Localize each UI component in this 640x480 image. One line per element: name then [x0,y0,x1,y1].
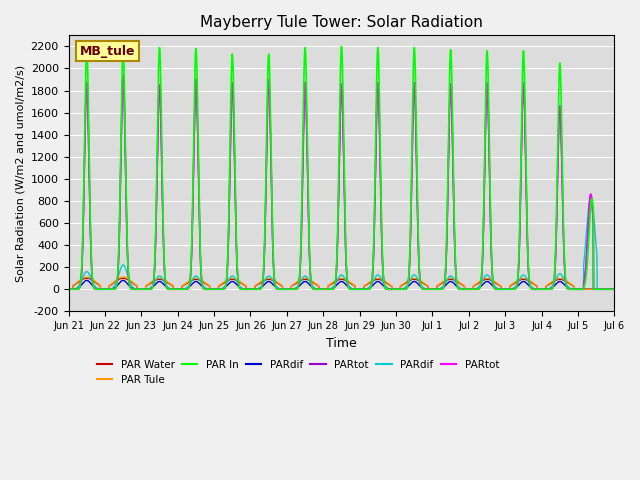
Text: MB_tule: MB_tule [79,45,135,58]
Title: Mayberry Tule Tower: Solar Radiation: Mayberry Tule Tower: Solar Radiation [200,15,483,30]
Legend: PAR Water, PAR Tule, PAR In, PARdif, PARtot, PARdif, PARtot: PAR Water, PAR Tule, PAR In, PARdif, PAR… [92,355,503,389]
Y-axis label: Solar Radiation (W/m2 and umol/m2/s): Solar Radiation (W/m2 and umol/m2/s) [15,65,25,282]
X-axis label: Time: Time [326,336,357,349]
